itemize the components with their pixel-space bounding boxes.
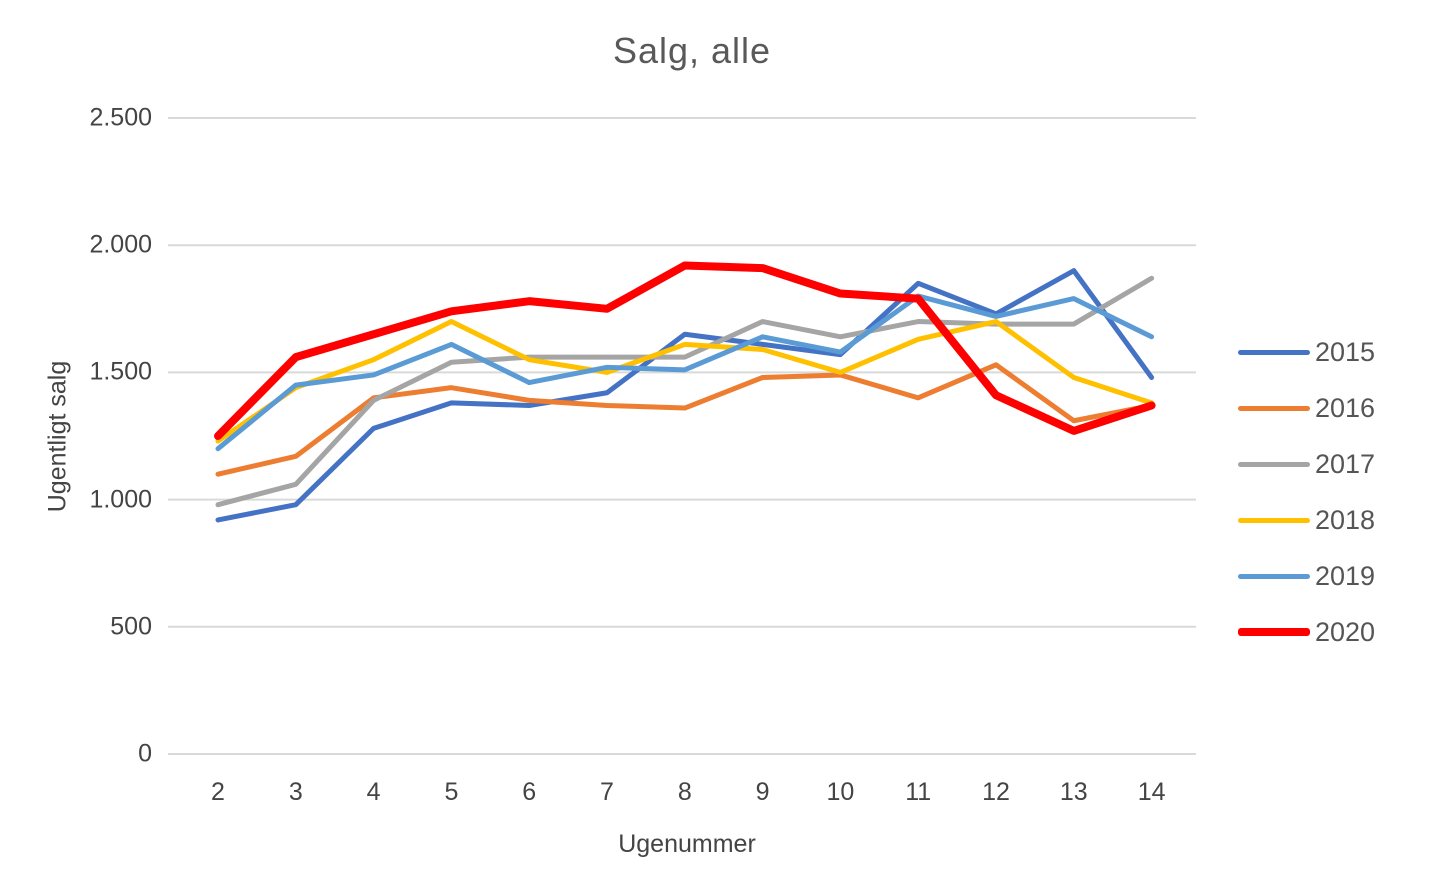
x-tick-label: 10	[826, 778, 855, 806]
y-tick-label: 0	[138, 739, 152, 768]
legend-label: 2017	[1315, 448, 1376, 479]
legend-label: 2019	[1315, 560, 1376, 591]
legend-item-2018: 2018	[1238, 492, 1375, 548]
legend-label: 2018	[1315, 504, 1376, 535]
legend: 2015 2016 2017 2018 2019 2020	[1238, 324, 1375, 660]
legend-item-2020: 2020	[1238, 604, 1375, 660]
legend-swatch-2019	[1238, 573, 1310, 579]
legend-item-2015: 2015	[1238, 324, 1375, 380]
x-tick-label: 11	[905, 778, 932, 806]
y-tick-label: 1.000	[89, 485, 152, 514]
series-line-2020	[214, 261, 1156, 440]
x-tick-label: 14	[1137, 778, 1166, 806]
y-axis-title: Ugentligt salg	[43, 360, 72, 513]
chart-title: Salg, alle	[612, 30, 772, 71]
legend-item-2019: 2019	[1238, 548, 1375, 604]
x-tick-label: 2	[211, 778, 225, 806]
legend-item-2016: 2016	[1238, 380, 1375, 436]
x-tick-label: 4	[366, 778, 381, 806]
legend-label: 2020	[1315, 616, 1376, 647]
x-tick-label: 7	[600, 778, 614, 806]
y-tick-label: 2.500	[89, 103, 152, 132]
legend-item-2017: 2017	[1238, 436, 1375, 492]
y-tick-label: 1.500	[89, 357, 152, 386]
legend-swatch-2015	[1238, 349, 1310, 355]
legend-swatch-2020	[1238, 628, 1310, 636]
x-tick-label: 12	[982, 778, 1010, 806]
legend-label: 2015	[1315, 336, 1376, 367]
x-tick-label: 13	[1059, 778, 1088, 806]
legend-swatch-2016	[1238, 405, 1310, 411]
legend-label: 2016	[1315, 392, 1376, 423]
y-tick-label: 2.000	[89, 230, 152, 259]
series-line-2019	[215, 293, 1155, 452]
series-line-2015	[215, 268, 1155, 523]
x-tick-label: 9	[755, 778, 770, 806]
legend-swatch-2017	[1238, 461, 1310, 467]
legend-swatch-2018	[1238, 517, 1310, 523]
x-tick-label: 6	[522, 778, 537, 806]
series-line-2018	[215, 319, 1155, 444]
x-tick-label: 5	[444, 778, 459, 806]
y-tick-label: 500	[110, 612, 152, 641]
x-tick-label: 3	[288, 778, 303, 806]
x-axis-title: Ugenummer	[618, 830, 756, 858]
x-tick-label: 8	[677, 778, 692, 806]
